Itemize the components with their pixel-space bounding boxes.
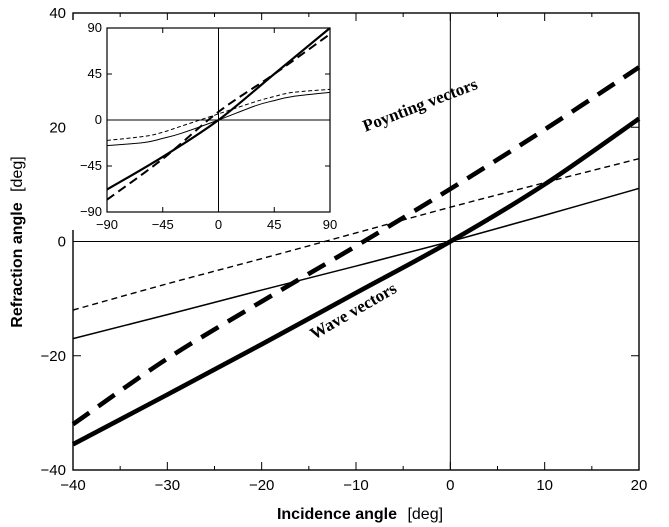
inset-x-tick-label: −90 — [96, 217, 118, 232]
inset-y-tick-label: −45 — [80, 158, 102, 173]
main-y-tick-label: −40 — [41, 462, 66, 479]
main-series-line-thin-dashed — [72, 157, 640, 311]
main-y-tick-label: 0 — [58, 234, 66, 251]
inset-y-tick-label: 0 — [95, 112, 102, 127]
inset-x-tick-label: −45 — [152, 217, 174, 232]
main-x-tick-label: −20 — [249, 477, 274, 494]
main-x-tick-label: −10 — [343, 477, 368, 494]
x-axis-title: Incidence angle [deg] — [277, 506, 443, 523]
inset-y-tick-label: −90 — [80, 204, 102, 219]
x-axis-title-text: Incidence angle — [277, 506, 397, 523]
main-y-tick-label: 20 — [49, 119, 66, 136]
inset-y-tick-label: 90 — [88, 20, 102, 35]
inset-series-line-thin-dashed — [106, 88, 331, 141]
inset-series-line-thin-solid — [106, 91, 331, 147]
y-axis-title-text: Refraction angle — [9, 202, 26, 327]
main-x-tick-label: 10 — [536, 477, 553, 494]
main-series-line-thick-solid — [71, 116, 641, 447]
main-x-tick-label: 0 — [446, 477, 454, 494]
inset-x-tick-label: 45 — [267, 217, 281, 232]
inset-x-tick-label: 0 — [215, 217, 222, 232]
main-series-line-thin-solid — [72, 187, 640, 340]
y-axis-title: Refraction angle [deg] — [9, 156, 26, 327]
main-plot-marks — [71, 13, 641, 470]
inset-tick-labels: −90 −45 0 45 90 −90 −45 0 45 90 — [80, 20, 337, 232]
annotation-poynting-vectors: Poynting vectors — [360, 74, 480, 135]
main-tick-labels: −40 −30 −20 −10 0 10 20 −40 −20 0 20 40 — [41, 5, 648, 494]
main-x-tick-label: −40 — [60, 477, 85, 494]
main-x-tick-label: −30 — [155, 477, 180, 494]
inset-x-tick-label: 90 — [323, 217, 337, 232]
inset-plot-marks — [106, 27, 331, 212]
main-plot-frame — [72, 12, 640, 471]
y-axis-title-unit: [deg] — [9, 156, 26, 192]
main-y-tick-label: −20 — [41, 348, 66, 365]
main-y-tick-label: 40 — [49, 5, 66, 22]
inset-plot-frame — [106, 27, 331, 213]
inset-series-line-thick-dashed — [106, 33, 331, 201]
inset-plot — [71, 20, 344, 230]
main-x-tick-label: 20 — [631, 477, 648, 494]
x-axis-title-unit: [deg] — [407, 506, 443, 523]
inset-y-tick-label: 45 — [88, 66, 102, 81]
